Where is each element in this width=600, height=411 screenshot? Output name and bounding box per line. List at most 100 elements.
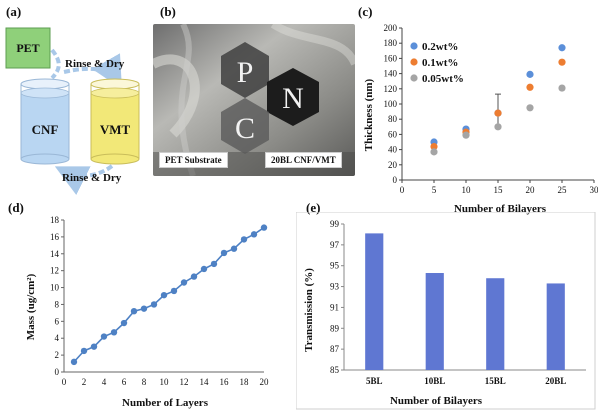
panel-label-c: (c)	[358, 4, 373, 19]
chartD-x-tick-label: 20	[260, 377, 270, 387]
chartE-y-tick-label: 87	[330, 344, 340, 354]
caption-20bl: 20BL CNF/VMT	[265, 152, 342, 168]
chartD-point	[260, 224, 268, 231]
chartC-y-tick-label: 180	[384, 38, 398, 48]
chartE-category-label: 15BL	[485, 376, 506, 386]
vmt-beaker: VMT	[90, 78, 140, 165]
chartD-x-tick-label: 0	[62, 377, 67, 387]
thickness-scatter-chart: 0 5 10 15 20 25 30020406080100120140160180200 …	[363, 23, 599, 215]
chartC-y-tick-label: 20	[388, 160, 398, 170]
sample-photo: P N C PET Substrate 20BL CNF/VMT	[153, 24, 355, 176]
chartC-x-tick-label: 20	[526, 185, 536, 195]
chartD-x-tick-label: 12	[180, 377, 189, 387]
chartC-point-0.1wt%	[558, 58, 566, 66]
hex-letter-p: P	[237, 56, 254, 89]
chartD-point	[170, 287, 178, 295]
hex-c: C	[221, 98, 269, 154]
chartC-legend: 0.2wt% 0.1wt% 0.05wt%	[410, 41, 464, 85]
panel-label-a: (a)	[6, 4, 22, 19]
chartD-point	[220, 249, 228, 257]
schematic-diagram: PET Rinse & Dry CNF VMT Rinse & Dry	[5, 27, 140, 195]
chartD-y-tick-label: 10	[50, 283, 60, 293]
chartD-ylabel: Mass (ug/cm²)	[25, 273, 37, 340]
chartD-x-tick-label: 16	[220, 377, 230, 387]
chartE-y-tick-label: 85	[330, 365, 340, 375]
vmt-label: VMT	[100, 122, 131, 137]
chartD-x-tick-label: 18	[240, 377, 250, 387]
chartD-point	[190, 273, 198, 280]
chartC-y-tick-label: 60	[388, 129, 398, 139]
chartC-x-tick-label: 0	[400, 185, 405, 195]
hex-n: N	[267, 68, 319, 126]
chartC-point-0.05wt%	[526, 104, 534, 112]
chartC-y-tick-label: 40	[388, 145, 398, 155]
chartD-y-tick-label: 2	[55, 350, 60, 360]
chartE-category-label: 10BL	[424, 376, 445, 386]
chartD-point	[240, 236, 248, 243]
chartD-y-tick-label: 4	[55, 333, 60, 343]
pet-label: PET	[16, 41, 39, 55]
mass-line-chart: 0 2 4 6 8 10 12 14 16 18 20 0 2 4 6 8 10 12 14 16 18 Number …	[25, 215, 270, 409]
chartE-y-tick-label: 99	[330, 219, 340, 229]
hex-letter-c: C	[235, 112, 255, 145]
chartD-y-tick-label: 14	[50, 249, 60, 259]
chartE-xlabel: Number of Bilayers	[390, 395, 483, 407]
pet-square: PET	[5, 27, 51, 69]
chartD-point	[110, 329, 118, 336]
chartD-point	[250, 231, 258, 238]
hex-p: P	[221, 42, 269, 98]
rinse-dry-bottom: Rinse & Dry	[62, 172, 122, 184]
hex-letter-n: N	[282, 82, 304, 115]
chartD-x-tick-label: 10	[160, 377, 170, 387]
chartE-bar-20BL	[546, 283, 565, 370]
chartD-point	[160, 291, 168, 299]
cnf-beaker: CNF	[20, 78, 70, 165]
chartC-legend-label: 0.1wt%	[422, 57, 458, 69]
chartC-legend-marker	[410, 58, 418, 66]
chartC-y-tick-label: 200	[384, 23, 398, 33]
chartE-bar-15BL	[486, 278, 505, 370]
chartC-y-tick-label: 120	[384, 84, 398, 94]
chartE-y-tick-label: 91	[330, 302, 339, 312]
chartD-x-tick-label: 14	[200, 377, 210, 387]
chartC-legend-marker	[410, 42, 418, 50]
rinse-dry-top: Rinse & Dry	[65, 58, 125, 70]
chartE-category-label: 20BL	[545, 376, 566, 386]
chartE-y-tick-label: 89	[330, 323, 340, 333]
chartC-point-0.1wt%	[494, 109, 502, 117]
chartC-x-tick-label: 30	[590, 185, 599, 195]
chartC-ylabel: Thickness (nm)	[363, 78, 375, 151]
chartC-x-tick-label: 25	[558, 185, 568, 195]
chartD-y-tick-label: 16	[50, 232, 60, 242]
chartD-point	[230, 245, 238, 252]
chartC-point-0.05wt%	[494, 123, 502, 131]
chartE-y-tick-label: 93	[330, 282, 340, 292]
chartD-point	[140, 305, 148, 312]
chartC-point-0.2wt%	[558, 44, 566, 52]
transmission-bar-chart: 85 87 89 91 93 95 97 99 5BL 10BL 15BL 20BL Number o…	[296, 212, 596, 410]
chartD-y-tick-label: 12	[50, 266, 59, 276]
chartC-y-tick-label: 80	[388, 114, 398, 124]
chartD-point	[120, 319, 128, 327]
chartE-y-tick-label: 95	[330, 261, 340, 271]
chartC-y-tick-label: 100	[384, 99, 398, 109]
chartC-y-tick-label: 160	[384, 53, 398, 63]
panel-label-b: (b)	[160, 4, 176, 19]
chartD-point	[100, 333, 108, 340]
chartE-bar-10BL	[425, 273, 444, 370]
chartC-legend-marker	[410, 74, 418, 82]
chartD-y-tick-label: 8	[55, 299, 60, 309]
chartC-point-0.1wt%	[526, 83, 534, 91]
chartD-y-tick-label: 6	[55, 316, 60, 326]
chartC-point-0.05wt%	[462, 131, 470, 139]
chartD-point	[130, 308, 138, 315]
chartD-x-tick-label: 6	[122, 377, 127, 387]
chartE-y-tick-label: 97	[330, 240, 340, 250]
chartE-ylabel: Transmission (%)	[303, 268, 315, 352]
chartE-bar-5BL	[365, 233, 384, 370]
chartC-y-tick-label: 0	[393, 175, 398, 185]
panel-label-d: (d)	[8, 200, 24, 215]
chartD-xlabel: Number of Layers	[122, 397, 209, 409]
chartD-point	[80, 347, 88, 355]
chartD-point	[180, 279, 188, 286]
